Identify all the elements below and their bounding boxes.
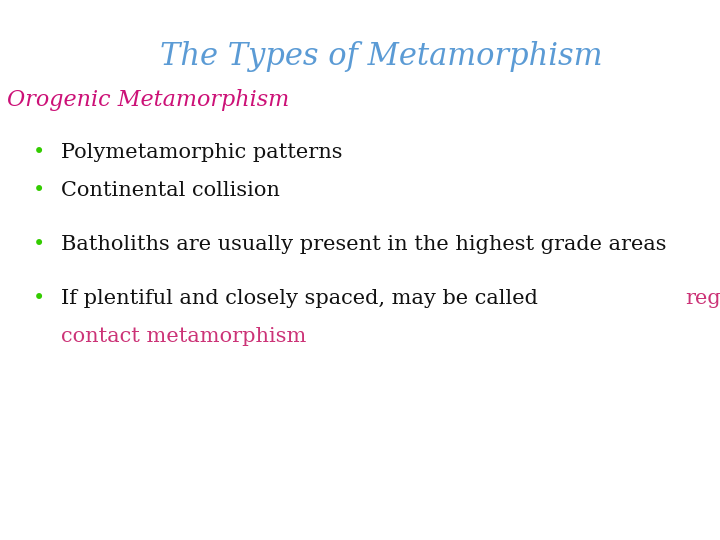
Text: Polymetamorphic patterns: Polymetamorphic patterns	[61, 143, 343, 162]
Text: regional: regional	[685, 289, 720, 308]
Text: •: •	[32, 289, 45, 308]
Text: contact metamorphism: contact metamorphism	[61, 327, 307, 346]
Text: •: •	[32, 143, 45, 162]
Text: Batholiths are usually present in the highest grade areas: Batholiths are usually present in the hi…	[61, 235, 667, 254]
Text: Continental collision: Continental collision	[61, 181, 280, 200]
Text: If plentiful and closely spaced, may be called: If plentiful and closely spaced, may be …	[61, 289, 545, 308]
Text: Orogenic Metamorphism: Orogenic Metamorphism	[7, 89, 289, 111]
Text: The Types of Metamorphism: The Types of Metamorphism	[161, 40, 603, 71]
Text: •: •	[32, 181, 45, 200]
Text: •: •	[32, 235, 45, 254]
